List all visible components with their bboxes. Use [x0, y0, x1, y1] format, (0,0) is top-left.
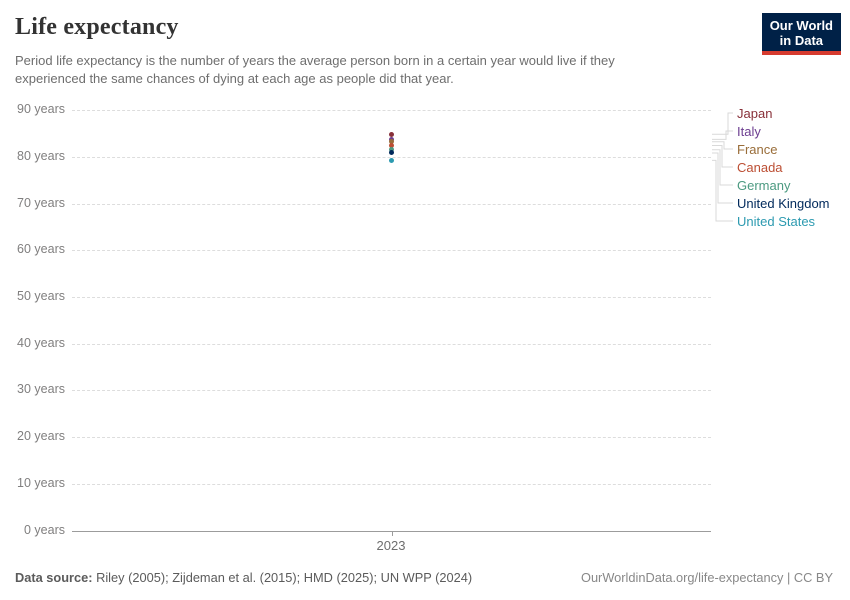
- y-axis-tick-label: 30 years: [17, 382, 65, 397]
- gridline: [72, 297, 711, 299]
- gridline: [72, 437, 711, 439]
- legend-connector-united-kingdom: [712, 152, 733, 204]
- legend-item-united-states[interactable]: United States: [737, 213, 816, 229]
- data-point-united-kingdom[interactable]: [389, 150, 394, 156]
- legend-item-japan[interactable]: Japan: [737, 105, 773, 121]
- y-axis-tick-label: 70 years: [17, 195, 65, 210]
- data-source[interactable]: Data source: Riley (2005); Zijdeman et a…: [15, 570, 472, 585]
- owid-logo[interactable]: Our World in Data: [761, 13, 841, 55]
- owid-logo-line2: in Data: [779, 33, 824, 48]
- y-axis-tick-label: 40 years: [17, 335, 65, 350]
- gridline: [72, 390, 711, 392]
- data-source-text: Riley (2005); Zijdeman et al. (2015); HM…: [96, 570, 473, 585]
- data-point-germany[interactable]: [389, 147, 394, 153]
- gridline: [72, 250, 711, 252]
- legend-connector-united-states: [712, 159, 733, 222]
- gridline: [72, 483, 711, 485]
- legend-connector-italy: [712, 130, 733, 140]
- legend-item-germany[interactable]: Germany: [737, 177, 791, 193]
- data-point-japan[interactable]: [389, 131, 394, 137]
- data-point-france[interactable]: [389, 139, 394, 145]
- y-axis-tick-label: 10 years: [17, 475, 65, 490]
- data-source-label: Data source:: [15, 570, 93, 585]
- y-axis-tick-label: 80 years: [17, 149, 65, 164]
- x-axis-tick-mark: [391, 530, 393, 536]
- y-axis-tick-label: 90 years: [17, 102, 65, 117]
- legend-item-france[interactable]: France: [737, 141, 778, 157]
- gridline: [72, 110, 711, 112]
- footer-license-link[interactable]: OurWorldinData.org/life-expectancy | CC …: [580, 570, 833, 585]
- legend-connector-france: [712, 141, 733, 150]
- data-point-united-states[interactable]: [389, 157, 394, 163]
- page-title: Life expectancy: [15, 14, 179, 40]
- owid-logo-line1: Our World: [769, 18, 833, 33]
- y-axis-tick-label: 20 years: [17, 429, 65, 444]
- chart-subtitle: Period life expectancy is the number of …: [15, 53, 615, 86]
- legend-connector-canada: [712, 144, 733, 168]
- legend-item-united-kingdom[interactable]: United Kingdom: [737, 195, 830, 211]
- legend-connector-germany: [712, 149, 733, 186]
- gridline: [72, 343, 711, 345]
- legend-item-italy[interactable]: Italy: [737, 123, 761, 139]
- data-point-canada[interactable]: [389, 142, 394, 148]
- legend-item-canada[interactable]: Canada: [737, 159, 783, 175]
- gridline: [72, 157, 711, 159]
- y-axis-tick-label: 60 years: [17, 242, 65, 257]
- x-axis-tick-label: 2023: [376, 538, 406, 553]
- gridline: [72, 203, 711, 205]
- legend-connector-japan: [712, 112, 733, 135]
- y-axis-tick-label: 0 years: [24, 522, 65, 537]
- y-axis-tick-label: 50 years: [17, 289, 65, 304]
